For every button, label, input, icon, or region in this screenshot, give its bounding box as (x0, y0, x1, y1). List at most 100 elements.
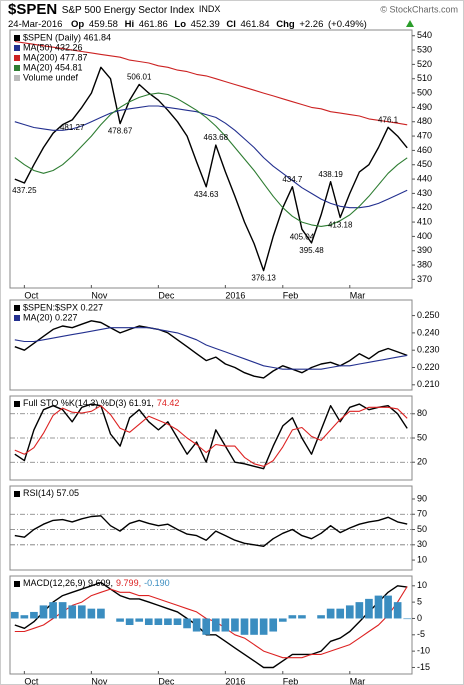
x-tick-label: Oct (24, 676, 39, 685)
price-annotation: 437.25 (12, 186, 37, 195)
up-arrow (406, 20, 414, 27)
y-tick-label: 450 (417, 159, 432, 169)
price-annotation: 476.1 (378, 115, 399, 124)
y-tick-label: 440 (417, 173, 432, 183)
histogram-bar (240, 618, 249, 635)
histogram-bar (259, 618, 268, 635)
series-line (14, 92, 408, 227)
legend-swatch (14, 35, 20, 41)
y-tick-label: 510 (417, 73, 432, 83)
x-tick-label: 2016 (225, 290, 245, 300)
quote-line: 24-Mar-2016 Op 459.58 Hi 461.86 Lo 452.3… (8, 19, 367, 30)
y-tick-label: 0.230 (417, 345, 440, 355)
legend-label: MA(20) 454.81 (23, 62, 83, 72)
histogram-bar (317, 615, 325, 619)
header-title: $SPEN S&P 500 Energy Sector Index INDX (8, 1, 220, 18)
price-annotation: 434.7 (282, 175, 303, 184)
legend-label: $SPEN (Daily) 461.84 (23, 32, 111, 42)
legend-swatch (14, 75, 20, 81)
y-tick-label: 460 (417, 145, 432, 155)
field-value: +2.26 (299, 19, 323, 30)
field-label: Lo (174, 19, 186, 30)
y-tick-label: 0.210 (417, 379, 440, 389)
histogram-bar (68, 605, 77, 619)
series-line (14, 66, 408, 272)
legend-label: MACD(12,26,9) 9.609, 9.799, -0.190 (23, 578, 170, 588)
legend-swatch (14, 581, 20, 587)
y-tick-label: 0.250 (417, 310, 440, 320)
price-annotation: 405.04 (290, 232, 315, 241)
y-tick-label: 490 (417, 102, 432, 112)
y-tick-label: 0.240 (417, 327, 440, 337)
legend-swatch (14, 65, 20, 71)
y-tick-label: 390 (417, 245, 432, 255)
histogram-bar (403, 618, 412, 620)
histogram-bar (125, 618, 134, 625)
histogram-bar (154, 618, 163, 625)
field-label: Cl (226, 19, 236, 30)
y-tick-label: 80 (417, 408, 427, 418)
y-tick-label: -15 (417, 662, 430, 672)
histogram-bar (365, 598, 373, 619)
histogram-bar (58, 602, 67, 619)
index-name: S&P 500 Energy Sector Index (62, 5, 195, 16)
price-annotation: 395.48 (299, 246, 324, 255)
series-line (14, 327, 408, 370)
histogram-bar (135, 618, 144, 622)
y-tick-label: 0 (417, 613, 422, 623)
change-percent: (+0.49%) (328, 19, 367, 30)
histogram-bar (288, 615, 297, 619)
histogram-bar (39, 605, 48, 619)
panel-frame (9, 29, 413, 289)
x-tick-label: Mar (350, 290, 366, 300)
y-tick-label: 50 (417, 524, 427, 534)
series-line (14, 320, 408, 379)
source: © StockCharts.com (380, 4, 458, 14)
series-line (14, 105, 408, 209)
y-tick-label: 400 (417, 231, 432, 241)
x-tick-label: Nov (91, 290, 108, 300)
price-annotation: 413.18 (328, 221, 353, 230)
series-line (14, 581, 408, 669)
legend-label: $SPEN:$SPX 0.227 (23, 302, 103, 312)
series-line (14, 586, 408, 659)
x-tick-label: 2016 (225, 676, 245, 685)
legend-label: MA(200) 477.87 (23, 52, 88, 62)
price-annotation: 478.67 (108, 127, 133, 136)
legend-label: MA(20) 0.227 (23, 312, 78, 322)
x-tick-label: Dec (158, 676, 175, 685)
legend-part: RSI(14) 57.05 (23, 488, 79, 498)
histogram-bar (30, 611, 38, 619)
field-value: 459.58 (89, 19, 118, 30)
field-value: 461.86 (139, 19, 168, 30)
y-tick-label: 500 (417, 87, 432, 97)
price-annotation: 434.63 (194, 190, 219, 199)
series-line (14, 40, 408, 126)
legend-swatch (14, 491, 20, 497)
price-annotation: 481.27 (60, 123, 85, 132)
histogram-bar (355, 602, 364, 619)
y-tick-label: -10 (417, 646, 430, 656)
x-tick-label: Feb (283, 290, 299, 300)
price-annotation: 376.13 (251, 274, 276, 283)
y-tick-label: 420 (417, 202, 432, 212)
legend-label: Full STO %K(14,3) %D(3) 61.91, 74.42 (23, 398, 179, 408)
y-tick-label: 10 (417, 554, 427, 564)
histogram-bar (221, 618, 230, 632)
y-tick-label: 480 (417, 116, 432, 126)
legend-part: 9.799, (116, 578, 141, 588)
y-tick-label: 50 (417, 432, 427, 442)
legend-label: MA(50) 432.26 (23, 42, 83, 52)
legend-swatch (14, 45, 20, 51)
histogram-bar (97, 608, 105, 619)
y-tick-label: 10 (417, 580, 427, 590)
field-value: 461.84 (241, 19, 270, 30)
symbol: $SPEN (8, 1, 57, 18)
histogram-bar (10, 611, 19, 619)
price-annotation: 463.68 (204, 133, 229, 142)
histogram-bar (211, 618, 220, 632)
y-tick-label: 540 (417, 30, 432, 40)
histogram-bar (144, 618, 153, 625)
histogram-bar (345, 605, 354, 619)
y-tick-label: 370 (417, 274, 432, 284)
